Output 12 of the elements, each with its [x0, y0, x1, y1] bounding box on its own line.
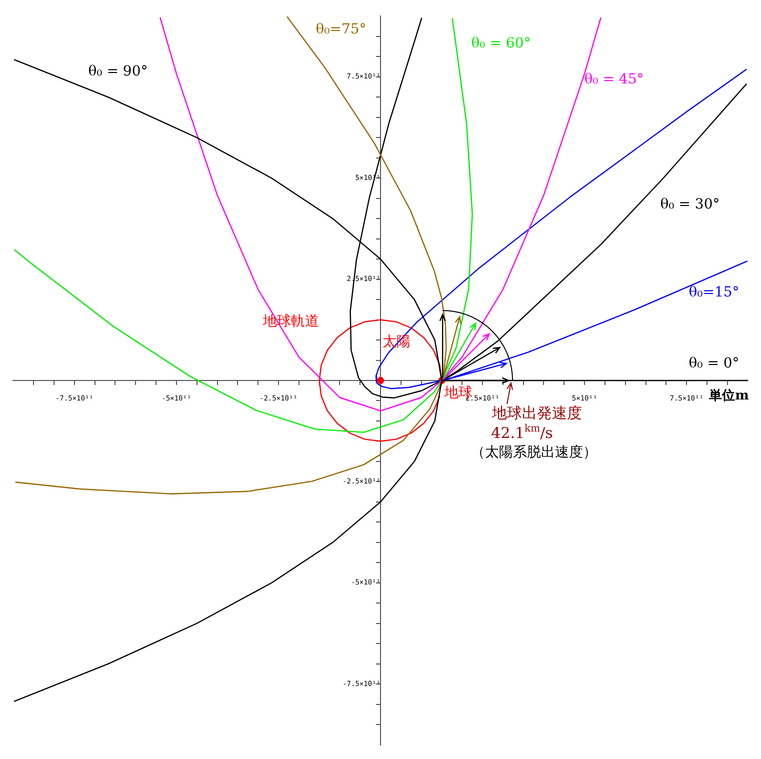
annotation: 地球軌道 [262, 314, 319, 330]
series-label: θ₀ = 90° [88, 64, 148, 80]
annotation: 単位m [708, 388, 750, 404]
series-label: θ₀=15° [688, 284, 740, 301]
series-label: θ₀=75° [316, 22, 366, 38]
series-label: θ₀ = 0° [688, 356, 740, 372]
annotation: （太陽系脱出速度） [471, 444, 597, 461]
annotation: 太陽 [382, 334, 410, 350]
series-label: θ₀ = 45° [584, 72, 644, 88]
annotation: 地球出発速度 [491, 404, 582, 422]
series-label: θ₀ = 30° [660, 196, 720, 213]
series-label: θ₀ = 60° [471, 36, 531, 52]
